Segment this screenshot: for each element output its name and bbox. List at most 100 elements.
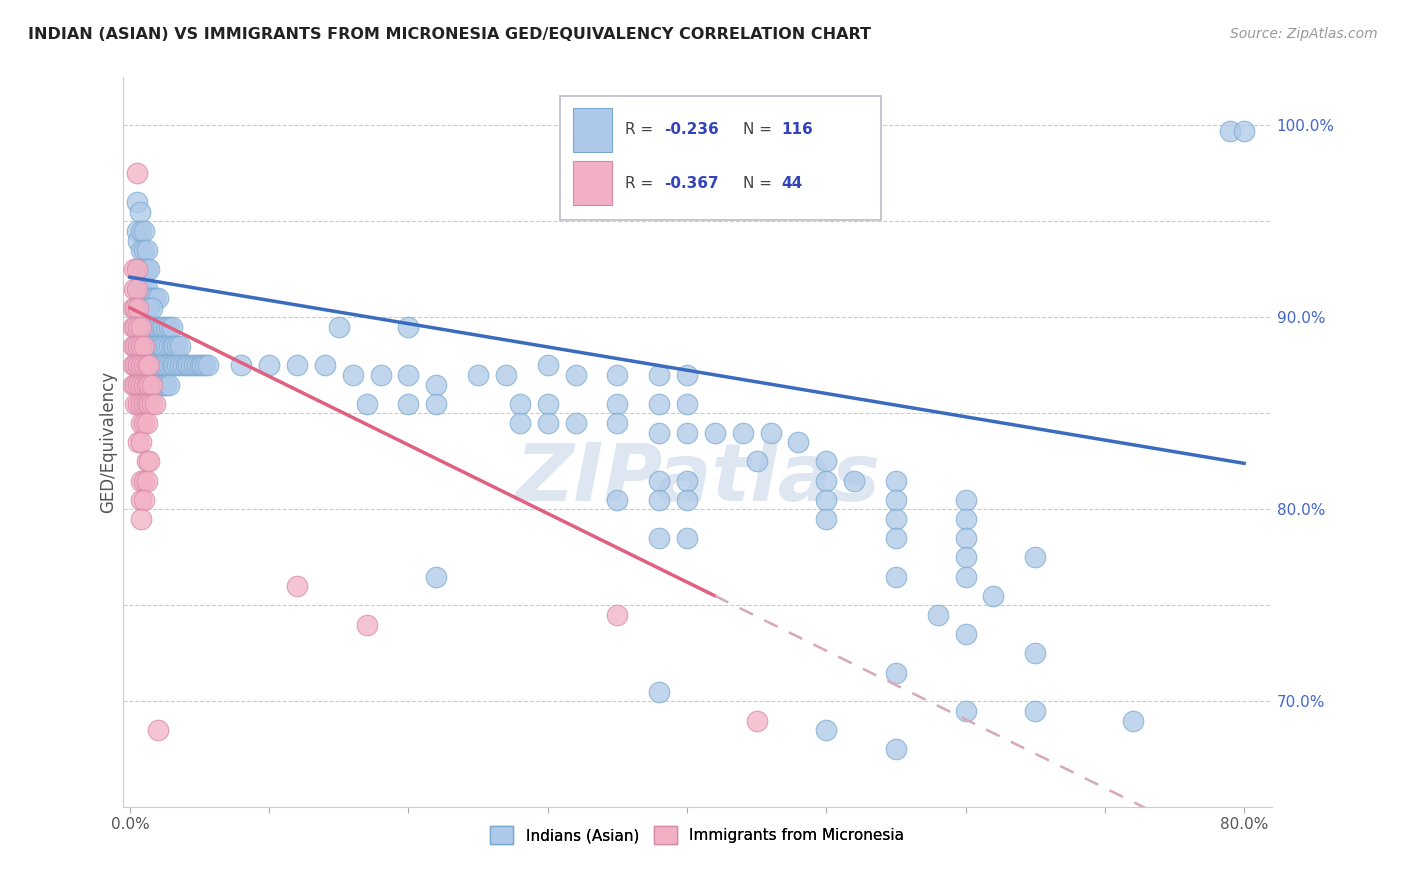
Text: INDIAN (ASIAN) VS IMMIGRANTS FROM MICRONESIA GED/EQUIVALENCY CORRELATION CHART: INDIAN (ASIAN) VS IMMIGRANTS FROM MICRON… bbox=[28, 27, 872, 42]
Point bbox=[955, 550, 977, 565]
Point bbox=[955, 531, 977, 545]
Point bbox=[141, 377, 163, 392]
Point bbox=[231, 359, 253, 373]
Point bbox=[160, 320, 183, 334]
Point bbox=[138, 359, 160, 373]
Point bbox=[121, 301, 143, 315]
Point bbox=[1024, 647, 1046, 661]
Point bbox=[143, 339, 166, 353]
Point bbox=[132, 301, 155, 315]
Point bbox=[396, 320, 419, 334]
Point bbox=[129, 320, 152, 334]
Point bbox=[146, 723, 169, 738]
Point bbox=[128, 204, 150, 219]
Point bbox=[606, 397, 628, 411]
Point bbox=[396, 368, 419, 382]
Point bbox=[129, 512, 152, 526]
Point bbox=[842, 474, 865, 488]
Point bbox=[138, 359, 160, 373]
Point bbox=[160, 339, 183, 353]
Point bbox=[257, 359, 280, 373]
Point bbox=[884, 531, 907, 545]
Point bbox=[703, 425, 725, 440]
Point bbox=[132, 359, 155, 373]
Point bbox=[884, 474, 907, 488]
Point bbox=[955, 704, 977, 718]
Point bbox=[157, 377, 180, 392]
Point bbox=[1122, 714, 1144, 728]
Point bbox=[759, 425, 782, 440]
Point bbox=[135, 301, 157, 315]
Point bbox=[356, 617, 378, 632]
Point bbox=[121, 320, 143, 334]
Point bbox=[124, 301, 146, 315]
Point bbox=[197, 359, 219, 373]
Text: N =: N = bbox=[744, 122, 778, 137]
Point bbox=[127, 377, 149, 392]
Text: -0.236: -0.236 bbox=[664, 122, 718, 137]
Point bbox=[125, 224, 148, 238]
Point bbox=[138, 262, 160, 277]
Point bbox=[396, 397, 419, 411]
Point bbox=[884, 512, 907, 526]
Point bbox=[127, 301, 149, 315]
Point bbox=[135, 359, 157, 373]
Point bbox=[141, 301, 163, 315]
Point bbox=[121, 339, 143, 353]
Point bbox=[927, 607, 949, 622]
Text: 116: 116 bbox=[782, 122, 813, 137]
Point bbox=[135, 282, 157, 296]
Point bbox=[132, 262, 155, 277]
Point bbox=[955, 627, 977, 641]
Point bbox=[314, 359, 336, 373]
Point bbox=[285, 359, 308, 373]
Point bbox=[132, 377, 155, 392]
Point bbox=[129, 474, 152, 488]
Point bbox=[676, 492, 699, 507]
Point bbox=[132, 244, 155, 258]
Point bbox=[132, 377, 155, 392]
Point bbox=[155, 359, 177, 373]
Point bbox=[495, 368, 517, 382]
Text: -0.367: -0.367 bbox=[664, 176, 718, 191]
Point bbox=[135, 377, 157, 392]
Point bbox=[135, 454, 157, 468]
Point bbox=[509, 397, 531, 411]
Point bbox=[815, 492, 838, 507]
Point bbox=[157, 320, 180, 334]
Point bbox=[166, 359, 188, 373]
Point bbox=[146, 339, 169, 353]
Point bbox=[606, 607, 628, 622]
Point bbox=[152, 359, 174, 373]
Point bbox=[152, 339, 174, 353]
Point bbox=[135, 416, 157, 430]
FancyBboxPatch shape bbox=[574, 108, 613, 153]
Point bbox=[124, 377, 146, 392]
Point bbox=[129, 359, 152, 373]
Point bbox=[132, 320, 155, 334]
Point bbox=[174, 359, 197, 373]
Point bbox=[955, 569, 977, 583]
Point bbox=[676, 531, 699, 545]
Point bbox=[129, 492, 152, 507]
Point bbox=[884, 569, 907, 583]
Point bbox=[124, 320, 146, 334]
Point bbox=[135, 377, 157, 392]
Point bbox=[166, 339, 188, 353]
Point bbox=[124, 301, 146, 315]
Point bbox=[138, 320, 160, 334]
Point bbox=[648, 685, 671, 699]
Point bbox=[121, 377, 143, 392]
Point bbox=[132, 224, 155, 238]
Point bbox=[124, 397, 146, 411]
Point bbox=[955, 492, 977, 507]
Point bbox=[129, 435, 152, 450]
Point bbox=[129, 301, 152, 315]
Point bbox=[606, 492, 628, 507]
Point bbox=[183, 359, 205, 373]
Point bbox=[138, 301, 160, 315]
Point bbox=[143, 291, 166, 305]
Point bbox=[129, 262, 152, 277]
Point bbox=[177, 359, 200, 373]
Point bbox=[1219, 124, 1241, 138]
